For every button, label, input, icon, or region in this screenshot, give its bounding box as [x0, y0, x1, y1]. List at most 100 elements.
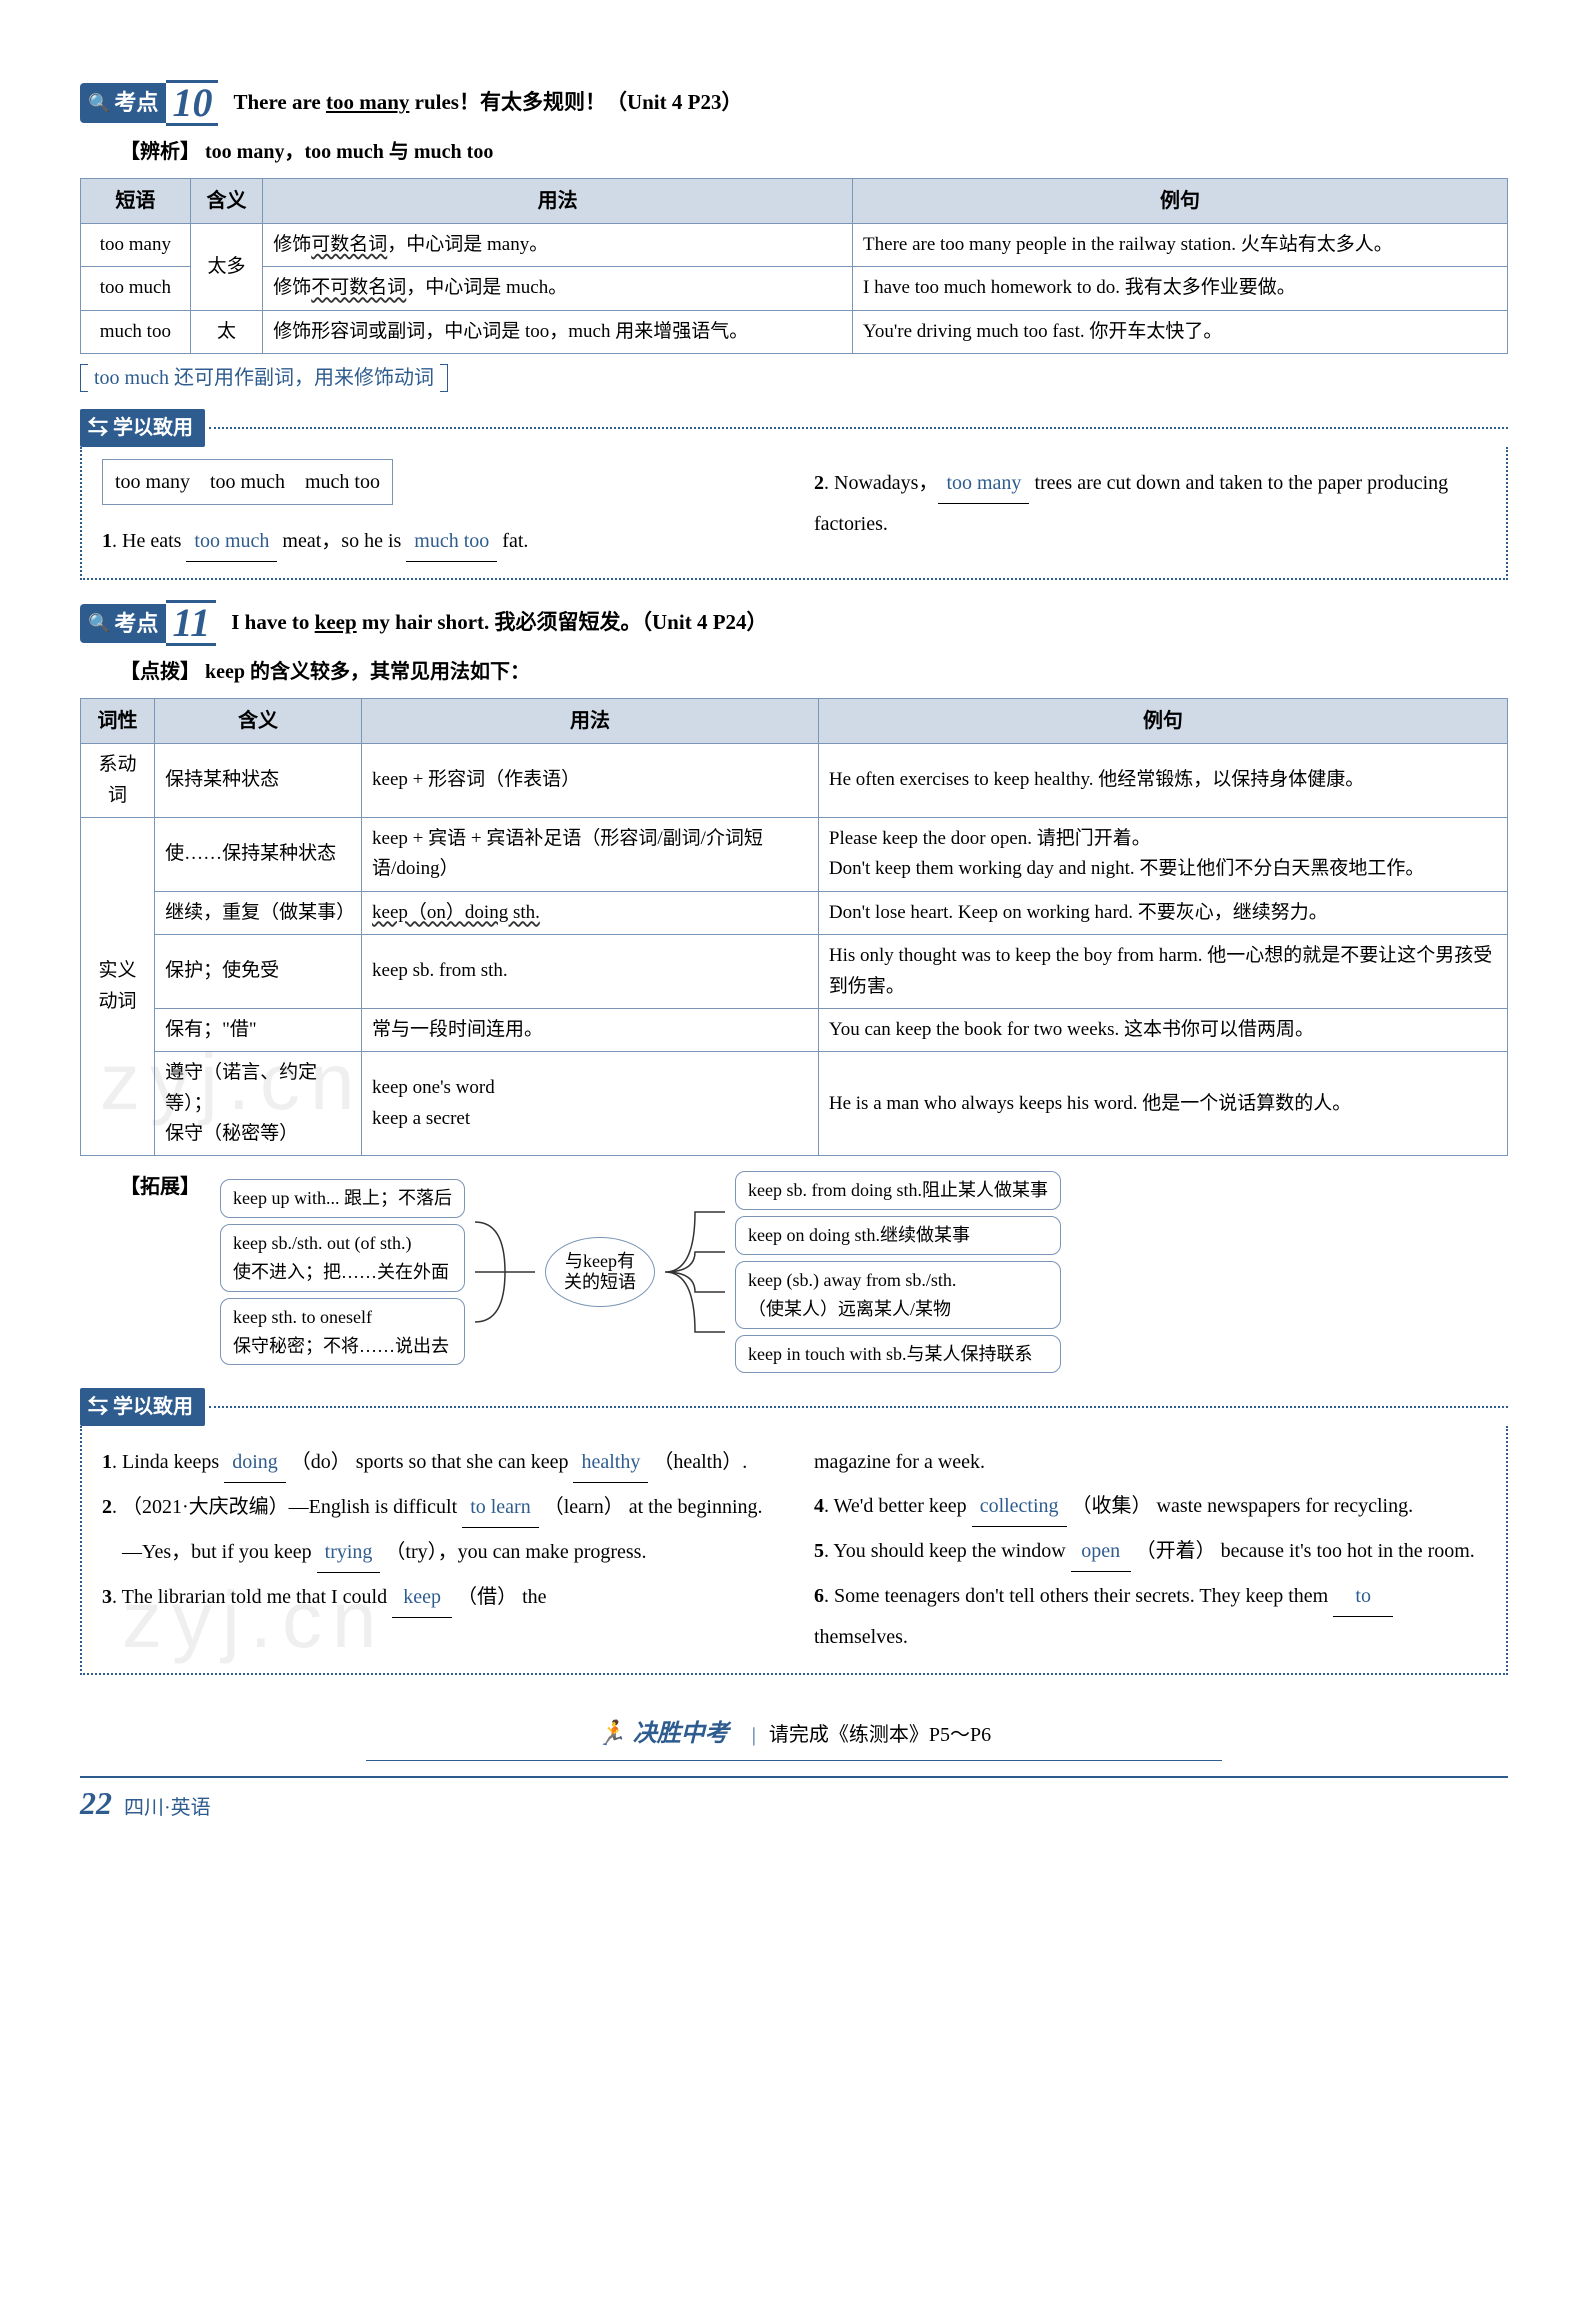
cell: keep（on）doing sth.: [362, 891, 819, 934]
mm-box: keep in touch with sb.与某人保持联系: [735, 1335, 1061, 1374]
mm-box: keep on doing sth.继续做某事: [735, 1216, 1061, 1255]
kaodian-10-title: There are too many rules！有太多规则！（Unit 4 P…: [233, 86, 742, 120]
answer: keep: [392, 1577, 452, 1618]
mm-left-col: keep up with... 跟上；不落后 keep sb./sth. out…: [220, 1179, 465, 1365]
cell: 实义动词: [81, 817, 155, 1156]
apply-box-11: zyj.cn 1. Linda keeps doing （do） sports …: [80, 1426, 1508, 1675]
table-row: 保有；"借" 常与一段时间连用。 You can keep the book f…: [81, 1008, 1508, 1051]
th: 例句: [818, 699, 1507, 744]
table-row: 保护；使免受 keep sb. from sth. His only thoug…: [81, 935, 1508, 1009]
th: 用法: [362, 699, 819, 744]
apply-box-10: too many too much much too 1. He eats to…: [80, 447, 1508, 580]
kaodian-10-header: 考点 10 There are too many rules！有太多规则！（Un…: [80, 80, 1508, 126]
cell: 修饰不可数名词，中心词是 much。: [263, 267, 853, 310]
th: 例句: [853, 179, 1508, 224]
exercise-line: 4. We'd better keep collecting （收集） wast…: [814, 1486, 1486, 1527]
mm-right-col: keep sb. from doing sth.阻止某人做某事 keep on …: [735, 1171, 1061, 1373]
cell: 使……保持某种状态: [155, 817, 362, 891]
mm-box: keep up with... 跟上；不落后: [220, 1179, 465, 1218]
answer: collecting: [972, 1486, 1067, 1527]
answer: open: [1071, 1531, 1131, 1572]
answer: trying: [317, 1532, 381, 1573]
exercise-line: 3. The librarian told me that I could ke…: [102, 1577, 774, 1618]
exercise-line: 6. Some teenagers don't tell others thei…: [814, 1576, 1486, 1657]
th: 词性: [81, 699, 155, 744]
exercise-line: 2. Nowadays，too many trees are cut down …: [814, 463, 1486, 544]
table-row: 遵守（诺言、约定等）；保守（秘密等） keep one's wordkeep a…: [81, 1052, 1508, 1156]
exercise-line: magazine for a week.: [814, 1442, 1486, 1482]
cell: 太多: [190, 224, 263, 311]
answer: to learn: [462, 1487, 539, 1528]
cell: keep one's wordkeep a secret: [362, 1052, 819, 1156]
divider-icon: |: [752, 1724, 756, 1746]
th: 用法: [263, 179, 853, 224]
connector-lines-icon: [475, 1202, 535, 1342]
mind-map: keep up with... 跟上；不落后 keep sb./sth. out…: [220, 1171, 1061, 1373]
word-box: too many too much much too: [102, 459, 393, 505]
cell: 保护；使免受: [155, 935, 362, 1009]
cell: 常与一段时间连用。: [362, 1008, 819, 1051]
footer-bar: 决胜中考 | 请完成《练测本》P5～P6: [80, 1715, 1508, 1760]
footer-text: 请完成《练测本》P5～P6: [769, 1724, 991, 1746]
cell: too much: [81, 267, 191, 310]
dianbo-label: 【点拨】 keep 的含义较多，其常见用法如下：: [120, 656, 1508, 688]
mm-box: keep sb./sth. out (of sth.)使不进入；把……关在外面: [220, 1224, 465, 1292]
exercise-line: 1. Linda keeps doing （do） sports so that…: [102, 1442, 774, 1483]
cell: 保有；"借": [155, 1008, 362, 1051]
cell: You can keep the book for two weeks. 这本书…: [818, 1008, 1507, 1051]
table-row: 系动词 保持某种状态 keep + 形容词（作表语） He often exer…: [81, 744, 1508, 818]
kaodian-badge: 考点: [80, 83, 166, 122]
apply-col-right: magazine for a week. 4. We'd better keep…: [814, 1438, 1486, 1661]
cell: Please keep the door open. 请把门开着。Don't k…: [818, 817, 1507, 891]
tuozhan-label: 【拓展】: [120, 1171, 200, 1203]
cell: He often exercises to keep healthy. 他经常锻…: [818, 744, 1507, 818]
cell: There are too many people in the railway…: [853, 224, 1508, 267]
cell: 继续，重复（做某事）: [155, 891, 362, 934]
answer: to: [1333, 1576, 1393, 1617]
cell: I have too much homework to do. 我有太多作业要做…: [853, 267, 1508, 310]
cell: keep + 形容词（作表语）: [362, 744, 819, 818]
cell: You're driving much too fast. 你开车太快了。: [853, 310, 1508, 353]
table-kaodian11: 词性 含义 用法 例句 系动词 保持某种状态 keep + 形容词（作表语） H…: [80, 698, 1508, 1156]
apply-header-10: 学以致用: [80, 409, 1508, 447]
kaodian-number: 11: [166, 600, 216, 646]
connector-lines-icon: [665, 1202, 725, 1342]
bianxi-label: 【辨析】 too many，too much 与 much too: [120, 136, 1508, 168]
exercise-line: 5. You should keep the window open （开着） …: [814, 1531, 1486, 1572]
answer: healthy: [573, 1442, 648, 1483]
note-text: too much 还可用作副词，用来修饰动词: [88, 362, 440, 394]
th: 短语: [81, 179, 191, 224]
table-row: 实义动词 使……保持某种状态 keep + 宾语 + 宾语补足语（形容词/副词/…: [81, 817, 1508, 891]
tuozhan-section: 【拓展】 keep up with... 跟上；不落后 keep sb./sth…: [120, 1171, 1508, 1373]
note-too-much: too much 还可用作副词，用来修饰动词: [80, 362, 1508, 394]
table-row: too many 太多 修饰可数名词，中心词是 many。 There are …: [81, 224, 1508, 267]
table-kaodian10: 短语 含义 用法 例句 too many 太多 修饰可数名词，中心词是 many…: [80, 178, 1508, 354]
mm-box: keep (sb.) away from sb./sth.（使某人）远离某人/某…: [735, 1261, 1061, 1329]
table-row: too much 修饰不可数名词，中心词是 much。 I have too m…: [81, 267, 1508, 310]
kaodian-11-title: I have to keep my hair short. 我必须留短发。（Un…: [231, 606, 767, 640]
exercise-line: —Yes，but if you keep trying （try），you ca…: [102, 1532, 774, 1573]
mm-center: 与keep有关的短语: [545, 1237, 655, 1307]
kaodian-11-header: 考点 11 I have to keep my hair short. 我必须留…: [80, 600, 1508, 646]
cell: keep + 宾语 + 宾语补足语（形容词/副词/介词短语/doing）: [362, 817, 819, 891]
answer: much too: [406, 521, 497, 562]
th: 含义: [155, 699, 362, 744]
cell: much too: [81, 310, 191, 353]
page-number: 22: [80, 1778, 112, 1829]
table-row: much too 太 修饰形容词或副词，中心词是 too，much 用来增强语气…: [81, 310, 1508, 353]
apply-badge: 学以致用: [80, 1388, 205, 1426]
page-region: 四川·英语: [124, 1792, 211, 1824]
apply-header-11: 学以致用: [80, 1388, 1508, 1426]
apply-badge: 学以致用: [80, 409, 205, 447]
apply-col-right: 2. Nowadays，too many trees are cut down …: [814, 459, 1486, 566]
cell: too many: [81, 224, 191, 267]
kaodian-badge: 考点: [80, 604, 166, 643]
apply-col-left: 1. Linda keeps doing （do） sports so that…: [102, 1438, 774, 1661]
answer: too much: [186, 521, 277, 562]
cell: 遵守（诺言、约定等）；保守（秘密等）: [155, 1052, 362, 1156]
exercise-line: 2. （2021·大庆改编）—English is difficult to l…: [102, 1487, 774, 1528]
cell: keep sb. from sth.: [362, 935, 819, 1009]
apply-col-left: too many too much much too 1. He eats to…: [102, 459, 774, 566]
bracket-icon: [440, 364, 448, 392]
mm-box: keep sb. from doing sth.阻止某人做某事: [735, 1171, 1061, 1210]
